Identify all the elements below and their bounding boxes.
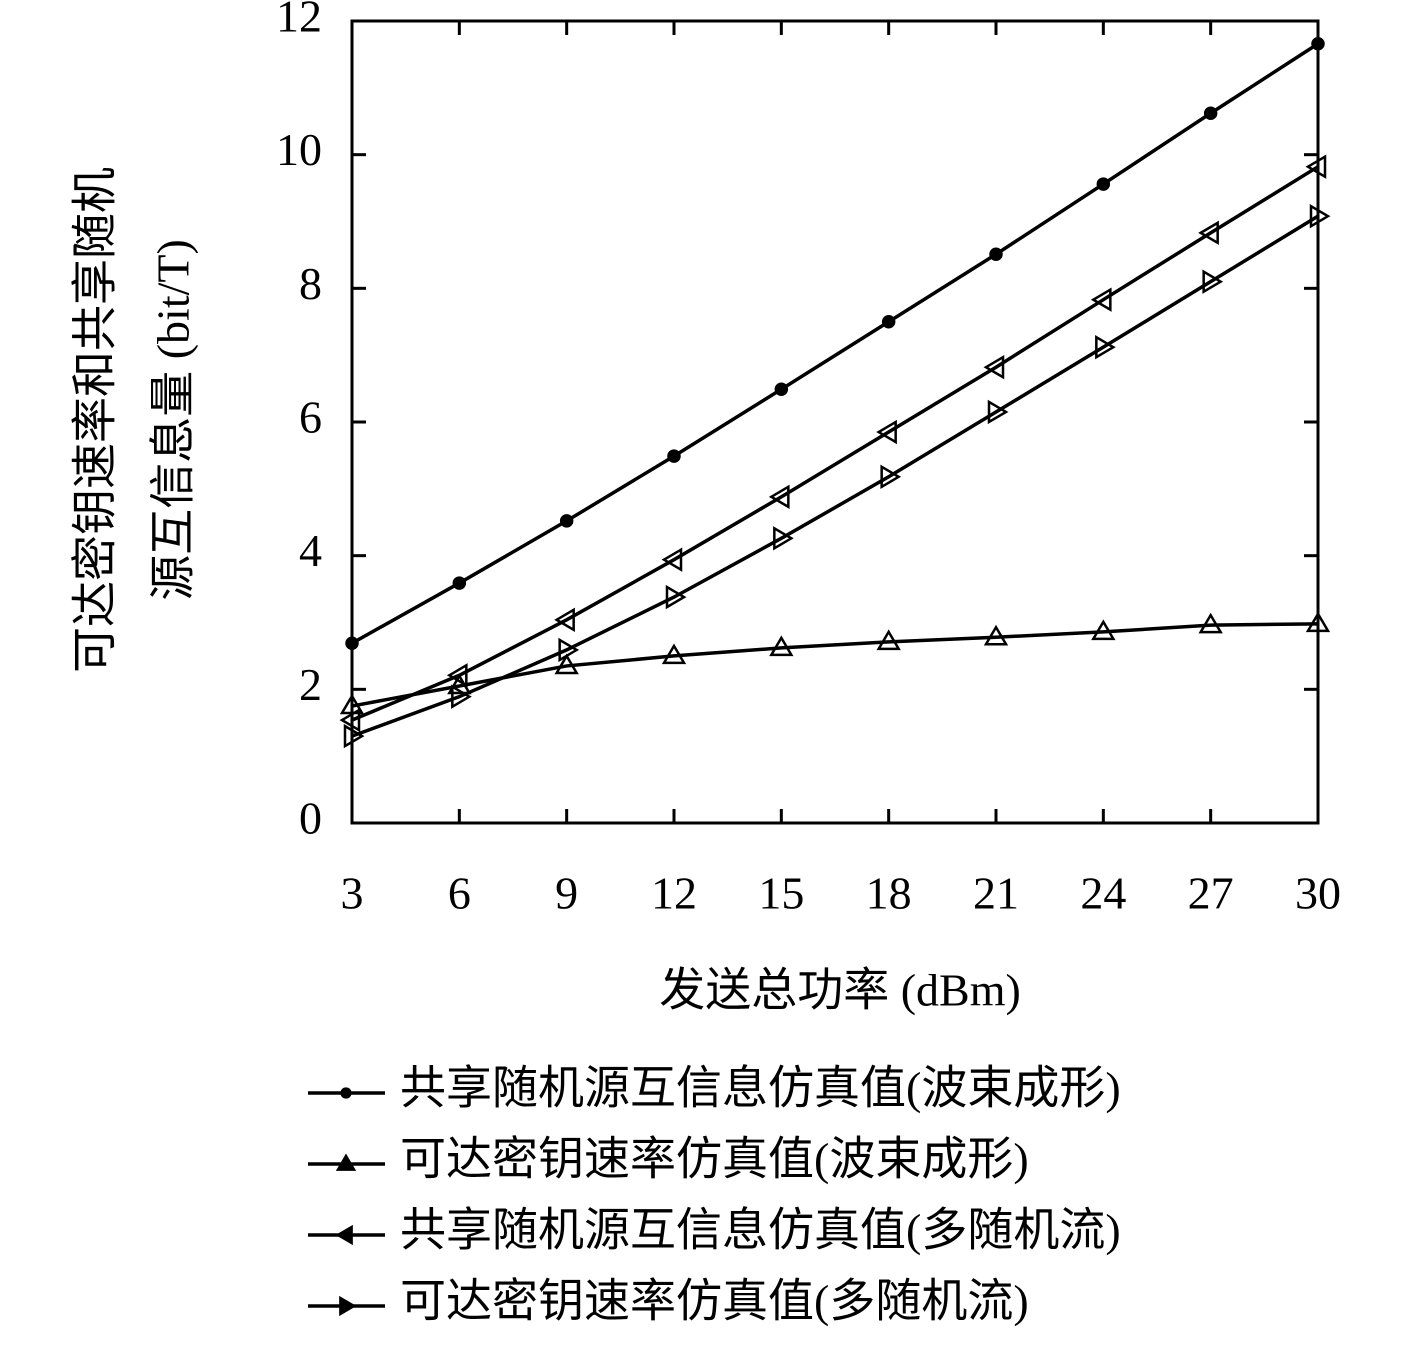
marker — [554, 607, 575, 633]
marker — [339, 707, 361, 733]
legend-label: 可达密钥速率仿真值(多随机流) — [400, 1276, 1029, 1327]
marker — [1090, 287, 1112, 312]
marker — [345, 636, 359, 650]
marker — [989, 247, 1003, 261]
marker — [773, 526, 794, 551]
y-tick-label: 0 — [299, 793, 322, 844]
x-tick-label: 27 — [1188, 868, 1234, 919]
y-tick-label: 10 — [276, 124, 322, 175]
marker — [661, 643, 687, 665]
y-axis-label: 可达密钥速率和共享随机 — [70, 167, 121, 673]
marker — [452, 576, 467, 590]
marker — [667, 449, 681, 463]
marker — [451, 684, 472, 709]
series-line — [351, 214, 1319, 738]
marker — [343, 723, 365, 749]
marker — [1305, 611, 1331, 633]
x-tick-label: 9 — [555, 868, 578, 919]
marker — [559, 514, 574, 528]
plot-frame — [350, 19, 1320, 825]
marker — [774, 382, 789, 397]
marker — [340, 1087, 352, 1099]
marker — [769, 635, 794, 657]
marker — [1309, 203, 1331, 229]
marker — [1305, 154, 1327, 179]
y-tick-label: 12 — [276, 0, 322, 42]
y-axis-label: 源互信息量 (bit/T) — [148, 239, 199, 601]
marker — [1198, 612, 1223, 634]
marker — [768, 484, 790, 510]
marker — [881, 315, 896, 329]
marker — [1198, 220, 1219, 246]
marker — [983, 355, 1005, 380]
marker — [339, 1295, 357, 1317]
y-tick-label: 8 — [299, 258, 322, 309]
marker — [446, 663, 468, 688]
marker — [665, 584, 687, 610]
marker — [1203, 106, 1218, 120]
legend-label: 共享随机源互信息仿真值(多随机流) — [400, 1205, 1121, 1256]
marker — [1095, 334, 1116, 360]
x-tick-label: 12 — [651, 868, 697, 919]
legend-label: 可达密钥速率仿真值(波束成形) — [400, 1134, 1029, 1185]
marker — [1096, 177, 1111, 191]
x-tick-label: 30 — [1295, 868, 1341, 919]
marker — [554, 653, 579, 675]
series-line — [351, 42, 1319, 645]
marker — [987, 399, 1009, 425]
legend-label: 共享随机源互信息仿真值(波束成形) — [400, 1063, 1121, 1114]
marker — [558, 637, 580, 663]
x-tick-label: 21 — [973, 868, 1019, 919]
marker — [1202, 269, 1224, 294]
x-tick-label: 15 — [758, 868, 804, 919]
marker — [983, 624, 1009, 646]
marker — [1091, 619, 1116, 641]
x-tick-label: 3 — [341, 868, 364, 919]
marker — [880, 464, 902, 489]
x-axis-label: 发送总功率 (dBm) — [659, 965, 1021, 1016]
marker — [335, 1224, 353, 1246]
marker — [335, 1153, 357, 1171]
marker — [1311, 36, 1325, 51]
marker — [876, 419, 897, 445]
x-tick-label: 24 — [1080, 868, 1126, 919]
x-tick-label: 6 — [448, 868, 471, 919]
marker — [876, 629, 901, 651]
series-line — [351, 165, 1319, 722]
series-line — [351, 622, 1319, 708]
y-tick-label: 2 — [299, 659, 322, 710]
y-tick-label: 4 — [299, 525, 322, 576]
y-tick-label: 6 — [299, 392, 322, 443]
x-tick-label: 18 — [866, 868, 912, 919]
marker — [661, 547, 683, 572]
